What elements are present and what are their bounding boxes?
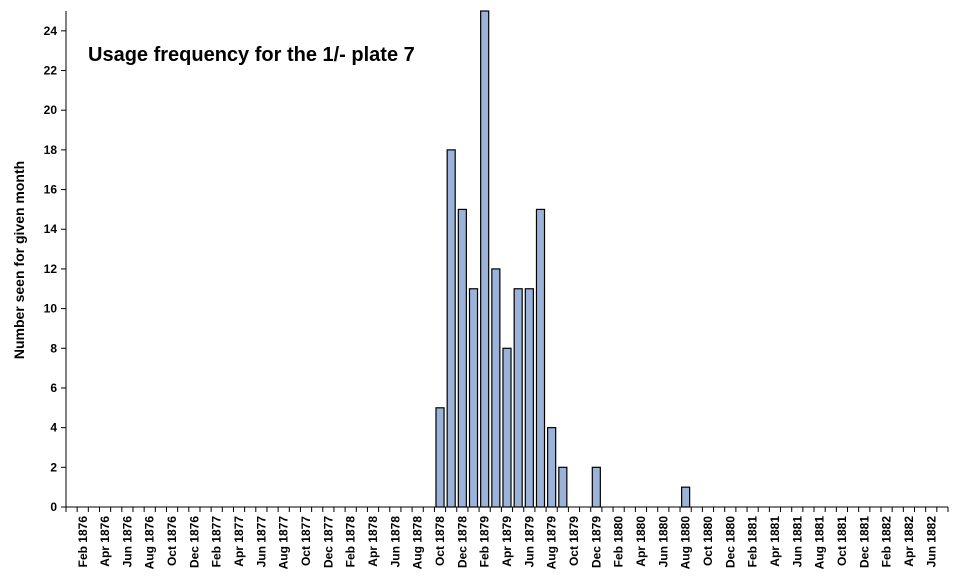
bar-dec-1878 — [457, 208, 467, 508]
y-tick-label: 20 — [44, 103, 58, 117]
x-tick-label: Apr 1878 — [366, 516, 380, 567]
y-tick-label: 16 — [44, 183, 58, 197]
y-tick-label: 2 — [50, 460, 57, 474]
x-tick-label: Dec 1881 — [857, 516, 871, 568]
x-tick-label: Dec 1879 — [589, 516, 603, 568]
bars-group — [435, 10, 691, 508]
x-tick-label: Feb 1879 — [478, 516, 492, 568]
x-tick-label: Apr 1881 — [768, 516, 782, 567]
bar-nov-1878 — [446, 149, 456, 508]
x-tick-label: Feb 1876 — [76, 516, 90, 568]
y-tick-label: 6 — [50, 381, 57, 395]
x-tick-label: Aug 1877 — [277, 516, 291, 570]
x-tick-label: Apr 1879 — [500, 516, 514, 567]
x-tick-label: Aug 1881 — [813, 516, 827, 570]
y-tick-label: 4 — [50, 421, 57, 435]
x-ticks-group: Feb 1876 Apr 1876 Jun 1876 Aug 1876 Oct 1876… — [65, 507, 949, 570]
bar-oct-1878 — [435, 407, 445, 508]
x-tick-label: Aug 1880 — [679, 516, 693, 570]
y-tick-label: 12 — [44, 262, 58, 276]
x-tick-label: Aug 1876 — [143, 516, 157, 570]
x-tick-label: Feb 1880 — [612, 516, 626, 568]
bar-jul-1879 — [535, 208, 546, 508]
x-tick-label: Apr 1880 — [634, 516, 648, 567]
y-tick-label: 18 — [44, 143, 58, 157]
y-tick-label: 8 — [50, 341, 57, 355]
bar-jun-1879 — [524, 288, 534, 508]
x-tick-label: Jun 1876 — [120, 516, 134, 568]
x-tick-label: Jun 1878 — [388, 516, 402, 568]
x-tick-label: Oct 1879 — [567, 516, 581, 566]
y-tick-label: 10 — [44, 302, 58, 316]
x-tick-label: Oct 1876 — [165, 516, 179, 566]
x-tick-label: Dec 1877 — [321, 516, 335, 568]
y-axis-label: Number seen for given month — [11, 161, 27, 359]
x-tick-label: Aug 1878 — [411, 516, 425, 570]
x-tick-label: Jun 1881 — [790, 516, 804, 568]
bar-mar-1879 — [491, 268, 501, 508]
bar-sep-1879 — [558, 466, 568, 508]
x-tick-label: Dec 1880 — [723, 516, 737, 568]
bar-jan-1879 — [468, 288, 479, 508]
x-tick-label: Oct 1880 — [701, 516, 715, 566]
x-tick-label: Jun 1880 — [656, 516, 670, 568]
x-tick-label: Feb 1882 — [880, 516, 894, 568]
x-tick-label: Feb 1877 — [210, 516, 224, 568]
chart-title: Usage frequency for the 1/- plate 7 — [88, 44, 415, 66]
x-tick-label: Oct 1877 — [299, 516, 313, 566]
bar-feb-1879 — [480, 10, 490, 508]
bar-apr-1879 — [502, 347, 512, 508]
x-tick-label: Jun 1879 — [522, 516, 536, 568]
bar-may-1879 — [513, 288, 523, 508]
y-tick-label: 14 — [44, 222, 58, 236]
x-tick-label: Dec 1876 — [187, 516, 201, 568]
x-tick-label: Oct 1878 — [433, 516, 447, 566]
x-tick-label: Feb 1878 — [344, 516, 358, 568]
y-tick-label: 0 — [50, 500, 57, 514]
x-tick-label: Dec 1878 — [455, 516, 469, 568]
x-tick-label: Apr 1876 — [98, 516, 112, 567]
bar-aug-1880 — [681, 486, 691, 508]
bar-aug-1879 — [547, 427, 557, 508]
bar-dec-1879 — [591, 466, 601, 508]
y-tick-label: 24 — [44, 24, 58, 38]
x-tick-label: Jun 1877 — [254, 516, 268, 568]
x-tick-label: Jun 1882 — [924, 516, 938, 568]
x-tick-label: Aug 1879 — [545, 516, 559, 570]
x-tick-label: Apr 1877 — [232, 516, 246, 567]
x-tick-label: Oct 1881 — [835, 516, 849, 566]
x-tick-label: Apr 1882 — [902, 516, 916, 567]
y-tick-label: 22 — [44, 64, 58, 78]
x-tick-label: Feb 1881 — [746, 516, 760, 568]
